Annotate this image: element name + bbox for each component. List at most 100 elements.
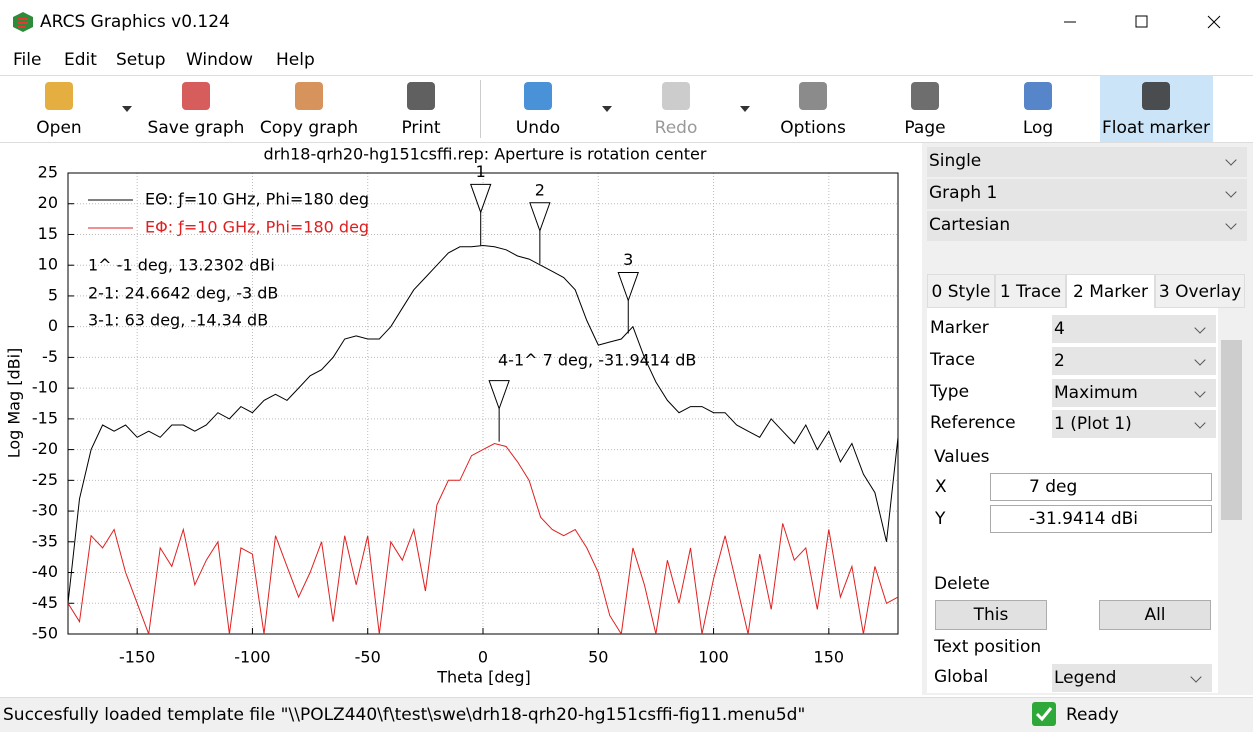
x-tick-label: -100 <box>234 648 270 667</box>
marker-triangle <box>488 380 510 411</box>
marker-triangle <box>617 271 639 302</box>
legend-label: EΦ: ƒ=10 GHz, Phi=180 deg <box>145 218 369 237</box>
toolbar-label: Redo <box>654 118 698 138</box>
toolbar-button[interactable]: Open <box>3 76 115 142</box>
y-tick-label: -15 <box>32 408 58 427</box>
toolbar-button[interactable]: Float marker <box>1100 76 1212 142</box>
tab[interactable]: 1 Trace <box>995 274 1066 308</box>
window-controls[interactable] <box>1050 10 1240 34</box>
button[interactable]: This <box>935 600 1047 630</box>
toolbar-label: Copy graph <box>259 118 359 138</box>
x-tick-label: -50 <box>355 648 381 667</box>
y-tick-label: -10 <box>32 378 58 397</box>
toolbar-button[interactable]: Redo <box>620 76 732 142</box>
x-tick-label: -150 <box>119 648 155 667</box>
y-tick-label: -45 <box>32 593 58 612</box>
toolbar-button[interactable]: Options <box>757 76 869 142</box>
status-message: Succesfully loaded template file "\\POLZ… <box>3 705 806 725</box>
spin-box[interactable]: -31.9414 dBi <box>990 505 1212 533</box>
toolbar-separator <box>480 80 481 138</box>
marker-triangle <box>469 183 492 214</box>
spin-value: 7 deg <box>1029 477 1078 497</box>
toolbar-icon <box>524 82 552 110</box>
toolbar-icon <box>1142 82 1170 110</box>
y-tick-label: 25 <box>38 163 58 182</box>
toolbar-icon <box>799 82 827 110</box>
toolbar-button[interactable]: Page <box>869 76 981 142</box>
y-tick-label: 0 <box>48 316 58 335</box>
title-bar: ARCS Graphics v0.124 <box>0 0 1253 44</box>
toolbar-icon <box>45 82 73 110</box>
annotation: 2-1: 24.6642 deg, -3 dB <box>88 284 278 303</box>
toolbar-label: Log <box>1022 118 1054 138</box>
toolbar-icon <box>182 82 210 110</box>
window-title: ARCS Graphics v0.124 <box>40 12 230 32</box>
field-label: Type <box>930 382 970 402</box>
dropdown-arrow[interactable] <box>740 106 750 112</box>
x-tick-label: 150 <box>814 648 845 667</box>
status-state: Ready <box>1066 705 1119 725</box>
y-tick-label: 15 <box>38 224 58 243</box>
combo[interactable]: 2 <box>1052 347 1216 375</box>
tab[interactable]: 0 Style <box>927 274 995 308</box>
dropdown[interactable]: Single <box>927 147 1247 177</box>
tab-selected[interactable]: 2 Marker <box>1066 274 1155 308</box>
toolbar-icon <box>911 82 939 110</box>
x-tick-label: 100 <box>698 648 729 667</box>
y-tick-label: 10 <box>38 255 58 274</box>
series-line <box>68 442 898 634</box>
field-label: X <box>935 477 947 497</box>
marker-triangle <box>529 202 551 233</box>
dropdown[interactable]: Graph 1 <box>927 179 1247 209</box>
dropdown-arrow[interactable] <box>122 106 132 112</box>
toolbar-icon <box>295 82 323 110</box>
annotation: 1^ -1 deg, 13.2302 dBi <box>88 256 275 275</box>
toolbar-icon <box>662 82 690 110</box>
toolbar-button[interactable]: Copy graph <box>253 76 365 142</box>
toolbar-icon <box>1024 82 1052 110</box>
toolbar-label: Float marker <box>1101 118 1211 138</box>
x-axis-label: Theta [deg] <box>436 668 531 687</box>
status-bar: Succesfully loaded template file "\\POLZ… <box>0 697 1253 732</box>
annotation: 4-1^ 7 deg, -31.9414 dB <box>498 351 696 370</box>
combo[interactable]: Legend <box>1052 664 1212 692</box>
chart: drh18-qrh20-hg151csffi.rep: Aperture is … <box>5 145 899 687</box>
field-label: Trace <box>930 350 976 370</box>
x-tick-label: 50 <box>588 648 608 667</box>
spin-value: -31.9414 dBi <box>1029 509 1139 529</box>
toolbar-label: Save graph <box>147 118 245 138</box>
field-label: Reference <box>930 413 1016 433</box>
menu-item[interactable]: Setup <box>116 50 166 70</box>
tab[interactable]: 3 Overlay <box>1155 274 1245 308</box>
menu-item[interactable]: Help <box>276 50 315 70</box>
combo[interactable]: 4 <box>1052 315 1216 343</box>
dropdown-arrow[interactable] <box>602 106 612 112</box>
menu-item[interactable]: Edit <box>64 50 97 70</box>
y-tick-label: -40 <box>32 562 58 581</box>
spin-box[interactable]: 7 deg <box>990 473 1212 501</box>
y-tick-label: 20 <box>38 193 58 212</box>
menu-bar: File Edit Setup Window Help <box>0 44 1253 75</box>
toolbar-label: Print <box>401 118 441 138</box>
y-tick-label: 5 <box>48 285 58 304</box>
combo[interactable]: 1 (Plot 1) <box>1052 410 1216 438</box>
toolbar-button[interactable]: Print <box>365 76 477 142</box>
scrollbar[interactable] <box>1218 308 1245 693</box>
button[interactable]: All <box>1099 600 1211 630</box>
y-tick-label: -5 <box>42 347 58 366</box>
dropdown[interactable]: Cartesian <box>927 211 1247 241</box>
combo[interactable]: Maximum <box>1052 379 1216 407</box>
group-title: Delete <box>934 574 990 594</box>
y-axis-label: Log Mag [dBi] <box>5 348 24 459</box>
toolbar-icon <box>407 82 435 110</box>
menu-item[interactable]: File <box>13 50 42 70</box>
menu-item[interactable]: Window <box>186 50 254 70</box>
series-line <box>68 244 898 604</box>
field-label: Global <box>934 667 989 687</box>
chart-title: drh18-qrh20-hg151csffi.rep: Aperture is … <box>264 145 707 164</box>
toolbar-button[interactable]: Undo <box>482 76 594 142</box>
toolbar-button[interactable]: Log <box>982 76 1094 142</box>
toolbar-button[interactable]: Save graph <box>140 76 252 142</box>
ready-icon <box>1032 702 1056 726</box>
